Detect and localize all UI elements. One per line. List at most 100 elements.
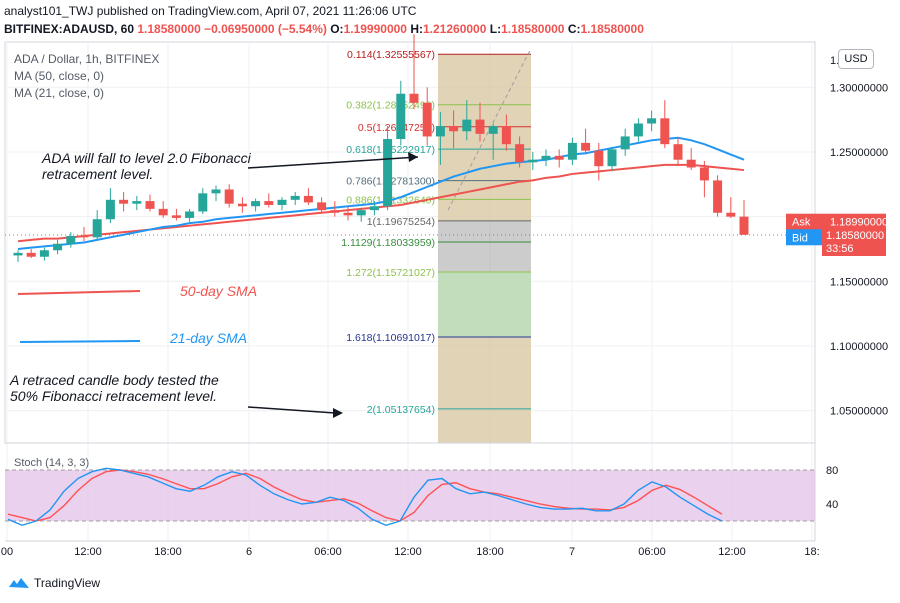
price-pane <box>4 41 816 444</box>
time-tick-label: 7 <box>569 546 575 558</box>
open-value: 1.19990000 <box>343 22 407 36</box>
last-price-value: 1.18580000 <box>826 230 884 242</box>
candle-body <box>290 195 300 200</box>
candle-body <box>713 180 723 213</box>
time-tick-label: 6 <box>246 546 252 558</box>
sma50-label: 50-day SMA <box>180 283 257 299</box>
time-tick-label: 06:00 <box>638 546 666 558</box>
stoch-d-line <box>7 469 723 522</box>
candle-body <box>488 126 498 134</box>
candle-body <box>739 216 749 235</box>
candle-body <box>449 126 459 132</box>
annotation-retrace-line2: 50% Fibonacci retracement level. <box>10 388 217 404</box>
time-tick-label: 12:00 <box>74 546 102 558</box>
candle-body <box>132 201 142 204</box>
close-value: 1.18580000 <box>580 22 644 36</box>
annotation-fall-line2: retracement level. <box>42 166 153 182</box>
candle-body <box>330 210 340 213</box>
last-price-badge <box>822 227 886 256</box>
candle-body <box>356 210 366 216</box>
price-tick-label: 1.05000000 <box>830 406 888 418</box>
candle-body <box>396 93 406 140</box>
candle-body <box>673 144 683 160</box>
candle-body <box>581 142 591 151</box>
candle-body <box>699 167 709 181</box>
annotation-retrace-arrowhead <box>333 408 343 418</box>
price-tick-label: 1.25000000 <box>830 147 888 159</box>
candle-body <box>528 159 538 163</box>
candle-body <box>369 206 379 211</box>
candle-body <box>92 219 102 238</box>
tradingview-footer[interactable]: TradingView <box>8 576 100 590</box>
candle-body <box>515 144 525 163</box>
fib-level-label: 1.272(1.15721027) <box>346 267 435 279</box>
candle-body <box>317 202 327 211</box>
candle-body <box>26 252 36 257</box>
candle-body <box>211 189 221 194</box>
fib-zone-lower <box>438 337 531 443</box>
bid-label: Bid <box>792 232 808 244</box>
sma21-legend-line <box>19 340 141 343</box>
candle-body <box>53 243 63 251</box>
candle-body <box>422 102 432 137</box>
annotation-retrace-arrow <box>247 406 336 414</box>
candle-body <box>13 252 23 256</box>
high-label: H: <box>410 22 423 36</box>
fib-zone-green <box>438 271 531 338</box>
currency-button[interactable]: USD <box>838 49 874 69</box>
ma50-line <box>17 163 745 243</box>
fib-level-label: 1(1.19675254) <box>367 216 435 228</box>
low-value: 1.18580000 <box>501 22 565 36</box>
candle-body <box>541 155 551 160</box>
annotation-fall-arrow <box>247 156 419 169</box>
annotation-fall-arrowhead <box>408 152 418 162</box>
annotation-retrace-line1: A retraced candle body tested the <box>9 372 219 388</box>
candle-body <box>647 118 657 124</box>
candle-body <box>251 201 261 207</box>
candle-body <box>554 155 564 160</box>
candle-body <box>660 118 670 145</box>
price-tick-label: 1.10000000 <box>830 341 888 353</box>
fib-level-label: 1.1129(1.18033959) <box>341 237 435 249</box>
candle-body <box>66 236 76 244</box>
ma50-legend[interactable]: MA (50, close, 0) <box>14 69 105 83</box>
candle-body <box>39 250 49 257</box>
candle-body <box>726 212 736 217</box>
candle-body <box>475 119 485 134</box>
ask-label: Ask <box>792 217 811 229</box>
ask-value: 1.18990000 <box>830 217 888 229</box>
price-tick-label: 1.30000000 <box>830 82 888 94</box>
fib-level-label: 0.382(1.28652490) <box>346 100 435 112</box>
candle-body <box>462 119 472 132</box>
candle-body <box>198 193 208 212</box>
ma21-legend[interactable]: MA (21, close, 0) <box>14 86 105 100</box>
annotation-fall-line1: ADA will fall to level 2.0 Fibonacci <box>41 150 252 166</box>
time-tick-label: 12:00 <box>394 546 422 558</box>
candle-body <box>620 136 630 150</box>
fib-level-label: 1.618(1.10691017) <box>346 332 435 344</box>
fib-level-label: 0.114(1.32555567) <box>347 49 435 61</box>
bar-countdown: 33:56 <box>826 243 854 255</box>
publisher-line: analyst101_TWJ published on TradingView.… <box>4 4 417 18</box>
time-tick-label: 12:00 <box>718 546 746 558</box>
candle-body <box>567 142 577 160</box>
fib-zone-middle <box>438 220 531 272</box>
candle-body <box>343 212 353 216</box>
time-tick-label: 18: <box>804 546 819 558</box>
candle-body <box>105 199 115 220</box>
footer-brand: TradingView <box>34 576 101 590</box>
time-tick-label: 18:00 <box>154 546 182 558</box>
candle-body <box>607 149 617 167</box>
sma21-label: 21-day SMA <box>169 330 247 346</box>
tradingview-logo-icon <box>9 578 29 588</box>
low-label: L: <box>489 22 502 36</box>
price-tick-label: 1.15000000 <box>830 276 888 288</box>
last-price: 1.18580000 <box>137 22 201 36</box>
candle-body <box>594 150 604 167</box>
symbol-ohlc-line: BITFINEX:ADAUSD, 60 1.18580000 −0.069500… <box>4 22 644 36</box>
open-label: O: <box>330 22 344 36</box>
time-tick-label: 00 <box>1 546 13 558</box>
price-change: −0.06950000 (−5.54%) <box>204 22 327 36</box>
stoch-level-label: 40 <box>826 499 838 511</box>
